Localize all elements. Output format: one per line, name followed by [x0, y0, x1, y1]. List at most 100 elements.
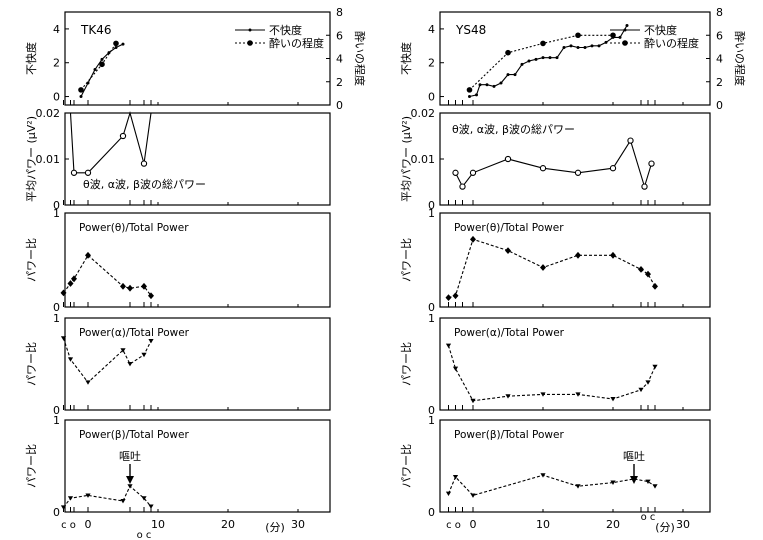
y2-tick-label: 4 [716, 53, 723, 66]
y2-tick-label: 4 [336, 53, 343, 66]
y-tick-label: 4 [428, 23, 435, 36]
data-point [575, 484, 581, 489]
data-point [610, 396, 616, 402]
series-line [69, 111, 152, 174]
data-point [99, 61, 105, 68]
data-point [79, 95, 83, 99]
legend-marker [622, 40, 628, 46]
data-point [445, 294, 452, 301]
data-point [60, 336, 67, 341]
y-tick-label: 0 [53, 404, 60, 417]
data-point [648, 160, 655, 167]
y2-tick-label: 0 [336, 99, 343, 112]
data-point [148, 339, 154, 344]
y2-tick-label: 0 [716, 99, 723, 112]
x-tick-label: 20 [606, 518, 620, 531]
data-point [67, 357, 74, 362]
data-point [120, 282, 126, 290]
y-tick-label: 1 [53, 312, 60, 325]
data-point [60, 505, 67, 510]
y-axis-label: 平均パワー (μV²) [400, 116, 413, 202]
y2-tick-label: 6 [716, 29, 723, 42]
x-axis-tk46: 0 10 20 30 (分) c o [61, 518, 305, 534]
data-point [540, 392, 546, 397]
data-point [575, 251, 581, 259]
oc-labels: o c o c [137, 512, 656, 540]
panel-title: θ波, α波, β波の総パワー [83, 177, 206, 191]
panel-frame [439, 419, 711, 513]
data-point [141, 282, 147, 290]
data-point [505, 49, 511, 56]
data-point [107, 51, 111, 55]
panel-title: Power(θ)/Total Power [454, 222, 564, 234]
data-point [548, 56, 552, 60]
data-point [475, 93, 478, 97]
x-tick-label: 20 [221, 518, 235, 531]
panel-tk46-beta-ratio: 0 1 パワー比 Power(β)/Total Power 嘔吐 [25, 414, 331, 519]
data-point [574, 169, 582, 176]
data-point [127, 284, 133, 292]
y-tick-label: 0.01 [36, 153, 61, 166]
series-line [63, 254, 152, 297]
data-point [466, 87, 473, 93]
series-line [63, 485, 152, 508]
y-axis-label: パワー比 [400, 342, 413, 386]
x-tick-label: 10 [536, 518, 550, 531]
data-point [470, 235, 476, 243]
series-0 [60, 484, 154, 510]
data-point [625, 24, 629, 28]
data-point [652, 484, 658, 489]
data-point [452, 169, 459, 176]
panel-tk46-alpha-ratio: 0 1 パワー比 Power(α)/Total Power [25, 312, 331, 417]
data-point [539, 165, 547, 172]
y2-tick-label: 2 [716, 76, 723, 89]
y-axis-label: パワー比 [25, 238, 38, 282]
data-point [468, 95, 471, 99]
data-point [506, 73, 510, 77]
panel-frame [64, 212, 331, 308]
data-point [610, 480, 616, 485]
panel-frame [64, 419, 331, 513]
series-line [80, 43, 117, 91]
data-point [67, 496, 74, 501]
series-0 [468, 24, 629, 99]
data-point [148, 504, 154, 509]
data-point [141, 496, 147, 501]
series-0 [452, 137, 655, 190]
data-point [114, 46, 118, 50]
annotation-label: 嘔吐 [119, 450, 141, 463]
panel-title: Power(α)/Total Power [79, 327, 190, 339]
panel-frame [439, 317, 711, 411]
y-tick-label: 0 [53, 91, 60, 104]
y2-tick-label: 8 [336, 6, 343, 19]
data-point [84, 169, 92, 176]
series-1 [466, 32, 616, 93]
legend-label: 酔いの程度 [644, 36, 699, 50]
data-point [85, 380, 91, 385]
y-axis-label: 平均パワー (μV²) [25, 116, 38, 202]
data-point [540, 40, 546, 47]
panel-ys48-theta-ratio: 0 1 パワー比 Power(θ)/Total Power [400, 207, 711, 314]
y-tick-label: 2 [53, 57, 60, 70]
data-point [119, 132, 127, 140]
y-tick-label: 0 [53, 199, 60, 212]
data-point [100, 57, 104, 61]
x-unit-label: (分) [265, 521, 285, 534]
data-point [610, 251, 616, 259]
data-point [562, 46, 566, 50]
series-0 [79, 42, 125, 99]
y-tick-label: 1 [53, 414, 60, 427]
y-axis-label: 不快度 [24, 42, 38, 75]
data-point [575, 32, 581, 39]
y-tick-label: 1 [53, 207, 60, 220]
y2-tick-label: 2 [336, 76, 343, 89]
y-tick-label: 2 [428, 57, 435, 70]
data-point [113, 40, 119, 47]
data-point [120, 348, 126, 353]
annotation-label: 嘔吐 [623, 450, 645, 463]
data-point [78, 87, 84, 93]
y-tick-label: 1 [428, 414, 435, 427]
x-tick-label: 0 [85, 518, 92, 531]
y2-axis-label: 酔いの程度 [353, 31, 367, 86]
